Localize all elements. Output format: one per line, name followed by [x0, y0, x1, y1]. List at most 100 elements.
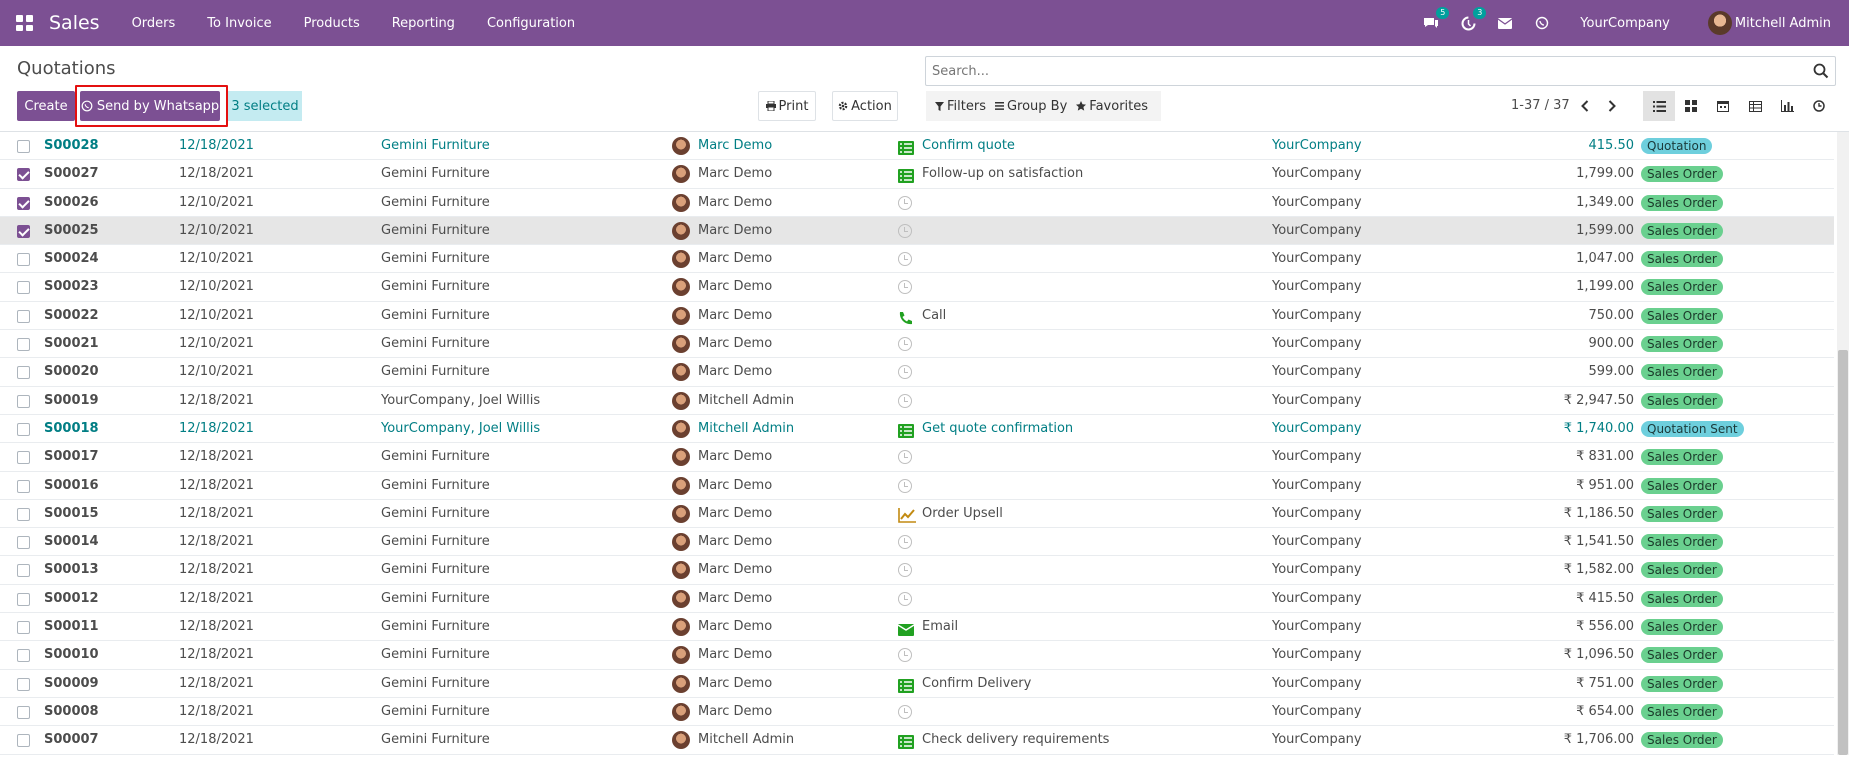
- todo-icon[interactable]: [898, 732, 916, 750]
- table-row[interactable]: S00025 12/10/2021 Gemini Furniture Marc Dem…: [0, 216, 1834, 246]
- clock-icon[interactable]: [898, 449, 916, 465]
- favorites-toggle[interactable]: Favorites: [1076, 99, 1148, 114]
- pivot-view-button[interactable]: [1739, 91, 1771, 121]
- table-row[interactable]: S00007 12/18/2021 Gemini Furniture Mitchell…: [0, 726, 1834, 755]
- menu-configuration[interactable]: Configuration: [486, 15, 576, 31]
- list-view-button[interactable]: [1643, 91, 1675, 121]
- menu-to-invoice[interactable]: To Invoice: [207, 15, 272, 31]
- clock-icon[interactable]: [898, 251, 916, 267]
- whatsapp-icon[interactable]: [1533, 14, 1551, 32]
- row-checkbox[interactable]: [17, 621, 30, 635]
- todo-icon[interactable]: [898, 138, 916, 155]
- row-checkbox[interactable]: [17, 281, 30, 295]
- row-checkbox[interactable]: [17, 394, 30, 408]
- scrollbar-thumb[interactable]: [1838, 350, 1848, 755]
- clock-icon[interactable]: [898, 223, 916, 239]
- kanban-view-button[interactable]: [1675, 91, 1707, 121]
- table-row[interactable]: S00013 12/18/2021 Gemini Furniture Marc Dem…: [0, 556, 1834, 585]
- table-row[interactable]: S00018 12/18/2021 YourCompany, Joel Willis…: [0, 415, 1834, 444]
- todo-icon[interactable]: [898, 676, 916, 693]
- pager-previous[interactable]: [1576, 96, 1594, 116]
- table-row[interactable]: S00019 12/18/2021 YourCompany, Joel Willis…: [0, 387, 1834, 415]
- phone-icon[interactable]: [898, 308, 916, 324]
- pager-next[interactable]: [1603, 96, 1621, 116]
- clock-icon[interactable]: [898, 364, 916, 380]
- row-checkbox[interactable]: [17, 338, 30, 352]
- app-brand[interactable]: Sales: [49, 12, 100, 34]
- filters-toggle[interactable]: Filters: [935, 99, 986, 114]
- clock-icon[interactable]: [898, 279, 916, 295]
- row-checkbox[interactable]: [17, 140, 30, 153]
- send-whatsapp-button[interactable]: Send by Whatsapp: [80, 91, 220, 121]
- salesperson-name: Marc Demo: [698, 194, 773, 210]
- row-checkbox[interactable]: [17, 168, 30, 182]
- row-checkbox[interactable]: [17, 507, 30, 521]
- upsell-icon[interactable]: [898, 506, 916, 523]
- row-checkbox[interactable]: [17, 734, 30, 748]
- table-row[interactable]: S00024 12/10/2021 Gemini Furniture Marc Dem…: [0, 245, 1834, 274]
- company-switcher[interactable]: YourCompany: [1580, 15, 1670, 31]
- row-checkbox[interactable]: [17, 564, 30, 578]
- email-icon[interactable]: [897, 619, 916, 637]
- search-box[interactable]: [925, 56, 1836, 86]
- row-checkbox[interactable]: [17, 536, 30, 550]
- row-checkbox[interactable]: [17, 677, 30, 691]
- table-row[interactable]: S00020 12/10/2021 Gemini Furniture Marc Dem…: [0, 358, 1834, 387]
- menu-reporting[interactable]: Reporting: [391, 15, 455, 31]
- menu-orders[interactable]: Orders: [131, 15, 176, 31]
- clock-icon[interactable]: [898, 534, 916, 550]
- table-row[interactable]: S00009 12/18/2021 Gemini Furniture Marc Dem…: [0, 670, 1834, 698]
- create-button[interactable]: Create: [17, 91, 75, 121]
- table-row[interactable]: S00016 12/18/2021 Gemini Furniture Marc Dem…: [0, 472, 1834, 500]
- row-checkbox[interactable]: [17, 309, 30, 323]
- table-row[interactable]: S00008 12/18/2021 Gemini Furniture Marc Dem…: [0, 698, 1834, 727]
- table-row[interactable]: S00021 12/10/2021 Gemini Furniture Marc Dem…: [0, 330, 1834, 359]
- clock-icon[interactable]: [898, 393, 916, 409]
- table-row[interactable]: S00017 12/18/2021 Gemini Furniture Marc Dem…: [0, 443, 1834, 472]
- clock-icon[interactable]: [898, 591, 916, 607]
- search-input[interactable]: [926, 57, 1786, 85]
- table-row[interactable]: S00014 12/18/2021 Gemini Furniture Marc Dem…: [0, 528, 1834, 557]
- row-checkbox[interactable]: [17, 196, 30, 210]
- clock-icon[interactable]: [898, 647, 916, 663]
- apps-menu-icon[interactable]: [16, 15, 34, 31]
- envelope-icon[interactable]: [1496, 14, 1514, 32]
- activities-icon[interactable]: 3: [1459, 7, 1487, 32]
- calendar-view-button[interactable]: [1707, 91, 1739, 121]
- search-icon[interactable]: [1813, 63, 1829, 79]
- todo-icon[interactable]: [898, 421, 916, 438]
- table-row[interactable]: S00011 12/18/2021 Gemini Furniture Marc Dem…: [0, 613, 1834, 642]
- activity-view-button[interactable]: [1803, 91, 1835, 121]
- row-checkbox[interactable]: [17, 592, 30, 606]
- groupby-toggle[interactable]: Group By: [994, 99, 1067, 114]
- menu-products[interactable]: Products: [303, 15, 360, 31]
- table-row[interactable]: S00028 12/18/2021 Gemini Furniture Marc Dem…: [0, 132, 1834, 161]
- action-button[interactable]: Action: [832, 91, 898, 121]
- user-menu[interactable]: Mitchell Admin: [1707, 11, 1831, 35]
- clock-icon[interactable]: [898, 195, 916, 211]
- pager-value[interactable]: 1-37 / 37: [1511, 98, 1570, 113]
- clock-icon[interactable]: [898, 704, 916, 720]
- table-row[interactable]: S00022 12/10/2021 Gemini Furniture Marc Dem…: [0, 302, 1834, 331]
- table-row[interactable]: S00015 12/18/2021 Gemini Furniture Marc Dem…: [0, 500, 1834, 529]
- row-checkbox[interactable]: [17, 479, 30, 493]
- row-checkbox[interactable]: [17, 366, 30, 380]
- messages-icon[interactable]: 5: [1422, 7, 1450, 32]
- print-button[interactable]: Print: [758, 91, 816, 121]
- row-checkbox[interactable]: [17, 422, 30, 436]
- clock-icon[interactable]: [898, 562, 916, 578]
- graph-view-button[interactable]: [1771, 91, 1803, 121]
- table-row[interactable]: S00027 12/18/2021 Gemini Furniture Marc Dem…: [0, 160, 1834, 189]
- row-checkbox[interactable]: [17, 705, 30, 719]
- table-row[interactable]: S00010 12/18/2021 Gemini Furniture Marc Dem…: [0, 641, 1834, 670]
- row-checkbox[interactable]: [17, 649, 30, 663]
- table-row[interactable]: S00026 12/10/2021 Gemini Furniture Marc Dem…: [0, 189, 1834, 217]
- table-row[interactable]: S00012 12/18/2021 Gemini Furniture Marc Dem…: [0, 585, 1834, 614]
- table-row[interactable]: S00023 12/10/2021 Gemini Furniture Marc Dem…: [0, 273, 1834, 302]
- row-checkbox[interactable]: [17, 253, 30, 267]
- todo-icon[interactable]: [898, 166, 916, 184]
- clock-icon[interactable]: [898, 478, 916, 494]
- row-checkbox[interactable]: [17, 224, 30, 238]
- clock-icon[interactable]: [898, 336, 916, 352]
- row-checkbox[interactable]: [17, 451, 30, 465]
